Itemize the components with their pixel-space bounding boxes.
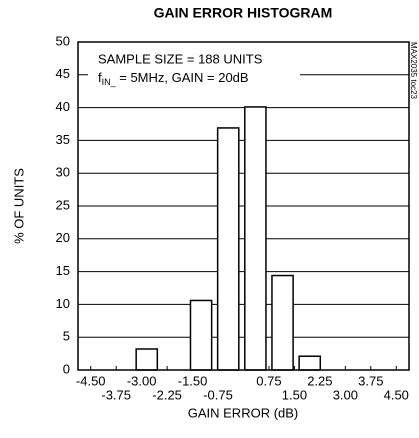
annotation: fIN_ = 5MHz, GAIN = 20dB: [98, 70, 249, 87]
x-tick-label: -4.50: [76, 373, 106, 388]
y-tick-label: 0: [63, 361, 70, 376]
y-tick-label: 40: [56, 99, 70, 114]
x-tick-label: -3.75: [101, 387, 131, 402]
bar: [298, 355, 322, 371]
annotation-part: f: [98, 70, 102, 85]
x-tick-label: -1.50: [178, 373, 208, 388]
y-axis-label: % OF UNITS: [11, 168, 26, 244]
y-tick-label: 15: [56, 263, 70, 278]
annotation: SAMPLE SIZE = 188 UNITS: [98, 51, 263, 66]
annotation-box: [88, 47, 300, 91]
x-tick-label: 4.50: [384, 387, 409, 402]
y-tick-label: 35: [56, 132, 70, 147]
x-tick-label: -3.00: [127, 373, 157, 388]
bar: [244, 106, 267, 371]
x-axis-label: GAIN ERROR (dB): [188, 405, 299, 420]
chart-title: GAIN ERROR HISTOGRAM: [154, 5, 333, 21]
bar: [135, 348, 159, 371]
x-tick-label: -2.25: [152, 387, 182, 402]
x-tick-label: 1.50: [282, 387, 307, 402]
x-tick-label: 2.25: [307, 373, 332, 388]
x-tick-label: 0.75: [256, 373, 281, 388]
annotation-part: = 5MHz, GAIN = 20dB: [116, 70, 249, 85]
plot-frame: [77, 41, 410, 371]
y-tick-label: 45: [56, 66, 70, 81]
x-tick-label: 3.75: [358, 373, 383, 388]
bar: [189, 299, 213, 371]
bar: [216, 127, 240, 371]
x-tick-label: 3.00: [333, 387, 358, 402]
y-tick-label: 30: [56, 165, 70, 180]
subscript: IN_: [102, 77, 117, 87]
y-tick-label: 50: [56, 33, 70, 48]
bar: [271, 274, 294, 371]
x-tick-label: -0.75: [203, 387, 233, 402]
y-tick-label: 10: [56, 296, 70, 311]
side-label: MAX2035 toc23: [409, 42, 418, 99]
y-tick-label: 25: [56, 197, 70, 212]
y-tick-label: 20: [56, 230, 70, 245]
y-tick-label: 5: [63, 329, 70, 344]
